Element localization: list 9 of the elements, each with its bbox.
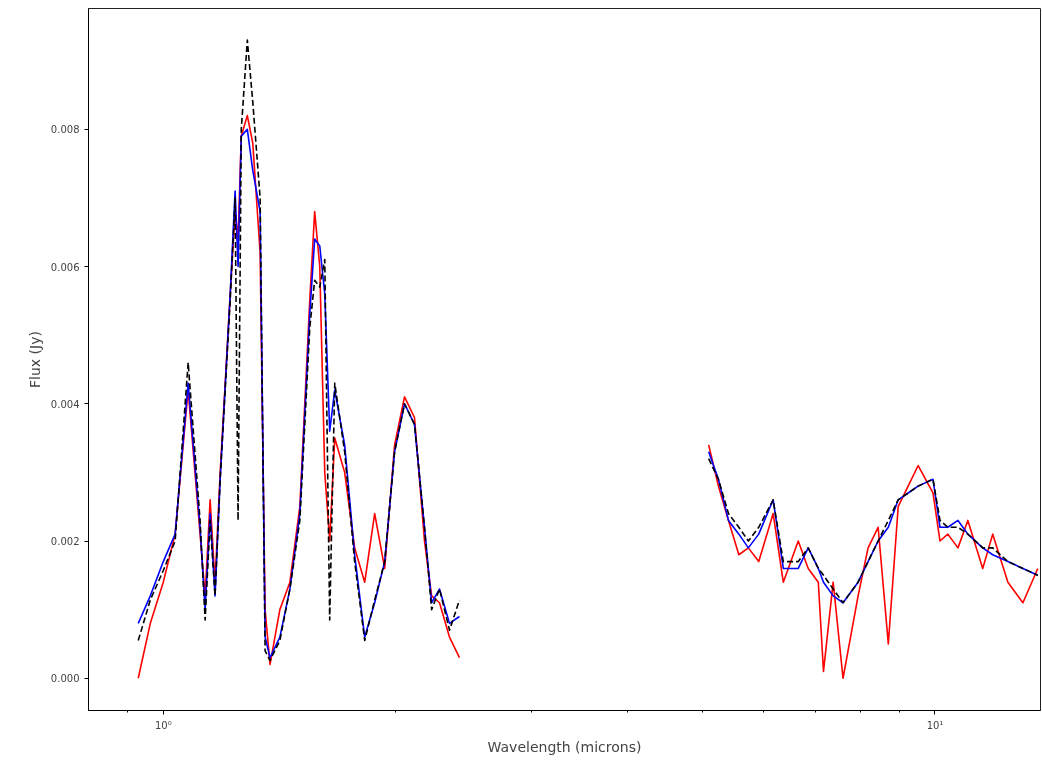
y-axis-title: Flux (Jy) bbox=[26, 331, 43, 388]
x-tick-label: 10¹ bbox=[926, 719, 944, 731]
x-tick-label: 10⁰ bbox=[154, 719, 172, 731]
x-axis-title: Wavelength (microns) bbox=[487, 738, 642, 755]
y-tick-label: 0.008 bbox=[50, 124, 80, 136]
y-tick-label: 0.002 bbox=[50, 536, 80, 547]
y-tick-label: 0.004 bbox=[50, 398, 80, 410]
y-tick-label: 0.006 bbox=[50, 261, 80, 273]
y-tick-label: 0.000 bbox=[50, 673, 80, 685]
